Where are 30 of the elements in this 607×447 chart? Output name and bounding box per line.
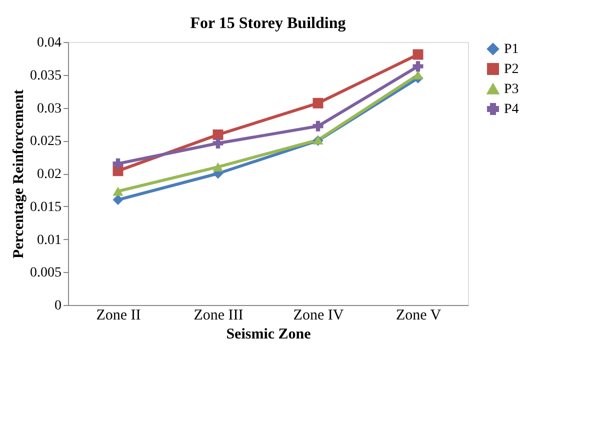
legend-label: P1 <box>504 42 519 57</box>
legend-label: P2 <box>504 62 519 77</box>
legend-label: P4 <box>504 102 519 117</box>
point <box>312 120 324 132</box>
point <box>412 49 424 60</box>
point <box>412 61 424 72</box>
y-tick-label: 0.015 <box>30 200 62 215</box>
y-tick-label: 0.03 <box>37 101 62 116</box>
x-tick-label: Zone V <box>396 308 442 324</box>
y-tick-label: 0.04 <box>37 36 62 50</box>
point <box>212 162 224 172</box>
x-tick-label: Zone III <box>194 308 244 324</box>
y-tick-label: 0.025 <box>30 134 62 150</box>
y-tick-label: 0.01 <box>37 232 62 248</box>
y-tick-label: 0.035 <box>30 68 62 84</box>
x-tick-label: Zone IV <box>293 308 344 324</box>
y-axis-title: Percentage Reinforcement <box>11 90 27 258</box>
point <box>112 158 124 169</box>
point <box>112 186 124 196</box>
point <box>312 98 324 108</box>
point <box>412 70 424 80</box>
legend-label: P3 <box>504 82 519 97</box>
chart-title: For 15 Storey Building <box>190 15 346 32</box>
y-tick-label: 0 <box>54 298 62 314</box>
point <box>112 194 124 206</box>
x-axis-title: Seismic Zone <box>226 326 312 342</box>
x-tick-label: Zone II <box>96 308 141 324</box>
point <box>212 138 224 148</box>
y-tick-label: 0.02 <box>37 167 62 182</box>
y-tick-label: 0.005 <box>30 266 62 281</box>
